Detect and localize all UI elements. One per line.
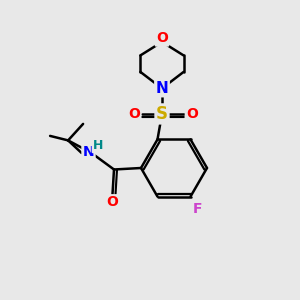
- Text: O: O: [186, 107, 198, 121]
- Text: F: F: [192, 202, 202, 216]
- Text: N: N: [156, 81, 168, 96]
- Text: H: H: [93, 139, 103, 152]
- Text: O: O: [106, 196, 119, 209]
- Text: O: O: [128, 107, 140, 121]
- Text: N: N: [83, 146, 94, 159]
- Text: S: S: [156, 105, 168, 123]
- Text: O: O: [156, 31, 168, 45]
